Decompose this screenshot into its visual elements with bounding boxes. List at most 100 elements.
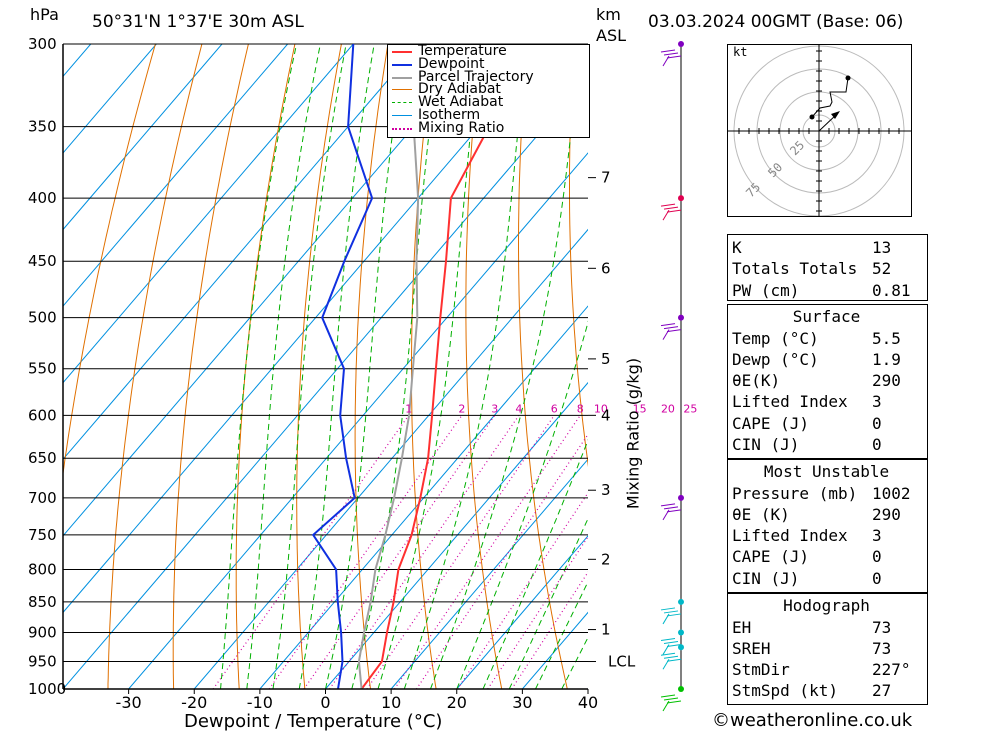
wind-level-dot	[678, 314, 684, 321]
legend-item-isotherm: Isotherm	[388, 108, 589, 122]
watermark: ©weatheronline.co.uk	[712, 710, 913, 731]
index-row: Pressure (mb) 1002	[732, 484, 922, 505]
wind-barb	[660, 503, 682, 521]
wind-barb	[660, 652, 682, 670]
isotherm-line	[325, 381, 588, 689]
index-label: CAPE (J)	[732, 413, 810, 433]
legend-swatch-dewpoint	[392, 63, 412, 66]
hodograph-panel: kt 25 50 75	[727, 44, 912, 217]
legend-item-parcel: Parcel Trajectory	[388, 70, 589, 83]
index-value: 0.81	[872, 280, 911, 300]
wet-adiabat-line	[508, 517, 588, 689]
index-value: 0	[872, 568, 882, 588]
index-value: 73	[872, 617, 892, 637]
wind-level-dot	[678, 644, 684, 651]
pressure-label: 950	[28, 653, 57, 671]
legend-item-mixing-ratio: Mixing Ratio	[388, 121, 589, 135]
index-label: StmSpd (kt)	[732, 681, 838, 701]
index-value: 27	[872, 681, 892, 701]
dry-adiabat-line	[518, 44, 568, 689]
dry-adiabat-line	[172, 44, 249, 689]
x-tick-label: 10	[381, 693, 401, 712]
pressure-label: 450	[28, 252, 57, 270]
legend-label-temperature: Temperature	[418, 43, 507, 59]
pressure-label: 800	[28, 560, 57, 578]
index-value: 0	[872, 435, 882, 454]
wind-level-dot	[678, 686, 684, 692]
index-value: 52	[872, 259, 892, 279]
legend-label-dry-adiabat: Dry Adiabat	[418, 81, 501, 98]
pressure-label: 350	[28, 118, 57, 136]
mixing-ratio-line	[366, 414, 555, 689]
mixing-ratio-line	[212, 414, 410, 689]
dry-adiabat-line	[63, 44, 156, 477]
km-label: LCL	[608, 653, 636, 671]
wind-barb	[660, 607, 682, 625]
pressure-label: 500	[28, 309, 57, 327]
datetime-title: 03.03.2024 00GMT (Base: 06)	[648, 12, 904, 32]
legend-label-wet-adiabat: Wet Adiabat	[418, 94, 504, 111]
index-row: CAPE (J) 0	[732, 547, 922, 568]
general-indices-box	[727, 234, 928, 301]
x-tick-label: -30	[116, 693, 142, 712]
index-row: CIN (J) 0	[732, 569, 922, 590]
legend-swatch-isotherm	[392, 114, 412, 116]
index-section-title: Most Unstable	[763, 462, 890, 481]
wind-level-dot	[678, 195, 684, 202]
isotherm-line	[63, 75, 588, 689]
wet-adiabat-line	[377, 44, 481, 689]
mixing-ratio-line	[303, 414, 496, 689]
x-tick-label: 40	[578, 693, 598, 712]
km-label: 1	[601, 621, 611, 639]
index-row: θE (K) 290	[732, 505, 922, 526]
isotherm-line	[259, 305, 588, 689]
wet-adiabat-line	[430, 44, 581, 689]
wet-adiabat-line	[351, 44, 441, 689]
index-value: 3	[872, 392, 882, 412]
index-label: Temp (°C)	[732, 328, 819, 348]
index-value: 0	[872, 547, 882, 567]
mixing-ratio-line	[393, 415, 581, 689]
km-unit-label: km	[596, 5, 621, 24]
hodograph-unit-label: kt	[733, 45, 748, 59]
index-row: SREH 73	[732, 639, 922, 660]
isotherm-line	[390, 458, 588, 689]
index-section-title: Hodograph	[783, 596, 870, 615]
x-axis-title: Dewpoint / Temperature (°C)	[184, 711, 443, 732]
dewpoint-profile	[311, 44, 374, 689]
mixing-ratio-label: 1	[405, 402, 412, 415]
index-row: Lifted Index 3	[732, 526, 922, 547]
index-label: EH	[732, 617, 752, 637]
most-unstable-box	[727, 459, 928, 593]
parcel-trajectory-profile	[357, 44, 420, 689]
index-label: PW (cm)	[732, 280, 800, 300]
x-tick-label: -20	[181, 693, 207, 712]
dry-adiabat-line	[946, 44, 1000, 689]
units-hpa-label: hPa	[30, 5, 59, 24]
mixing-ratio-label: 20	[661, 402, 675, 415]
mixing-ratio-label: 4	[515, 402, 522, 415]
index-value: 1.9	[872, 349, 901, 369]
isotherm-line	[63, 44, 551, 614]
wind-level-dot	[678, 598, 684, 605]
mixing-ratio-label: 8	[577, 402, 584, 415]
wind-barb	[660, 694, 682, 712]
km-label: 2	[601, 550, 611, 568]
km-label: 6	[601, 259, 611, 277]
dry-adiabat-line	[993, 44, 1000, 689]
index-row: Totals Totals 52	[732, 259, 922, 280]
hodograph-plot	[728, 45, 911, 216]
dry-adiabat-line	[107, 44, 203, 689]
index-value: 227°	[872, 660, 911, 680]
legend: Temperature Dewpoint Parcel Trajectory D…	[387, 44, 590, 138]
index-value: 5.5	[872, 328, 901, 348]
x-tick-label: 30	[512, 693, 532, 712]
pressure-label: 700	[28, 489, 57, 507]
index-value: 290	[872, 504, 901, 524]
wind-barb	[660, 203, 682, 221]
index-label: SREH	[732, 638, 771, 658]
index-label: StmDir	[732, 660, 790, 680]
index-row: K 13	[732, 238, 922, 259]
isotherm-line	[63, 44, 420, 461]
